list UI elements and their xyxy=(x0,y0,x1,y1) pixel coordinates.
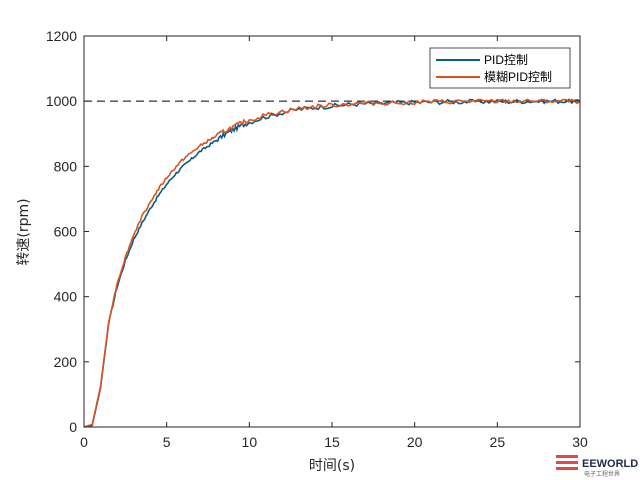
y-tick-label: 600 xyxy=(54,224,78,240)
y-tick-label: 1200 xyxy=(46,28,77,44)
watermark-subtitle: 电子工程世界 xyxy=(584,470,620,478)
x-tick-label: 25 xyxy=(490,434,506,450)
y-tick-label: 800 xyxy=(54,158,78,174)
series-layer xyxy=(83,98,581,428)
y-tick-label: 1000 xyxy=(46,93,77,109)
plot-area xyxy=(84,36,580,427)
eeworld-logo-icon xyxy=(556,455,578,470)
series-line-fuzzy-pid xyxy=(83,98,581,428)
eeworld-watermark: EEWORLD 电子工程世界 xyxy=(556,455,638,478)
x-tick-label: 10 xyxy=(242,434,258,450)
y-tick-label: 0 xyxy=(69,419,77,435)
legend-label-pid: PID控制 xyxy=(484,53,528,67)
x-tick-label: 15 xyxy=(324,434,340,450)
x-tick-label: 0 xyxy=(80,434,88,450)
y-tick-label: 200 xyxy=(54,354,78,370)
x-tick-label: 30 xyxy=(572,434,588,450)
y-axis-title: 转速(rpm) xyxy=(16,198,32,265)
x-axis-ticks: 0 5 10 15 20 25 30 xyxy=(80,36,588,450)
watermark-brand: EEWORLD xyxy=(582,458,638,470)
series-line-pid xyxy=(83,98,581,428)
legend: PID控制 模糊PID控制 xyxy=(429,47,571,89)
legend-box xyxy=(429,47,571,89)
x-tick-label: 20 xyxy=(407,434,423,450)
x-tick-label: 5 xyxy=(163,434,171,450)
legend-label-fuzzy-pid: 模糊PID控制 xyxy=(484,69,552,84)
y-axis-ticks: 0 200 400 600 800 1000 1200 xyxy=(46,28,580,435)
x-axis-title: 时间(s) xyxy=(309,458,355,474)
y-tick-label: 400 xyxy=(54,289,78,305)
